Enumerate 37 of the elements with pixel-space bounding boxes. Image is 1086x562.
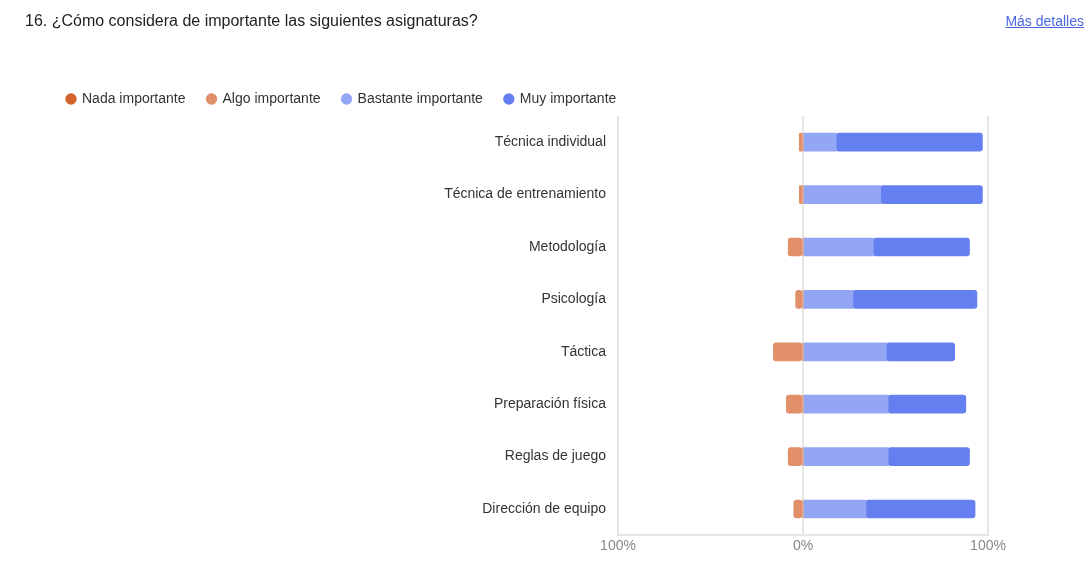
bar [786, 394, 803, 414]
y-tick-label: Psicología [541, 290, 607, 307]
x-tick-label: 100% [600, 537, 636, 554]
text: Más detalles [1005, 13, 1084, 29]
bar [887, 447, 970, 466]
y-tick-label: Técnica individual [494, 133, 606, 150]
y-tick-label: Táctica [560, 342, 607, 359]
bar [835, 132, 983, 152]
bar [787, 447, 803, 466]
text: 16. ¿Cómo considera de importante las siguientes asignaturas? [25, 12, 478, 30]
legend-label: Bastante importante [357, 89, 484, 106]
legend-label: Nada importante [82, 89, 186, 106]
y-tick-label: Técnica de entrenamiento [444, 185, 607, 202]
bar [803, 447, 889, 466]
legend-label: Muy importante [519, 89, 617, 106]
x-tick-label: 100% [970, 537, 1006, 554]
bar [887, 394, 967, 414]
bar [787, 237, 803, 257]
y-tick-label: Preparación física [493, 395, 607, 412]
legend-label: Algo importante [222, 89, 321, 106]
bar [865, 499, 976, 519]
bar [803, 237, 874, 257]
bar [773, 342, 803, 362]
bar [852, 290, 978, 309]
bar [803, 499, 867, 519]
x-tick-label: 0% [792, 537, 814, 554]
y-tick-label: Metodología [528, 237, 607, 254]
bar [803, 185, 882, 204]
bar [803, 290, 854, 309]
y-tick-label: Dirección de equipo [482, 499, 607, 516]
bar [885, 342, 956, 362]
bar [872, 237, 970, 257]
y-tick-label: Reglas de juego [504, 447, 607, 464]
bar [803, 394, 889, 414]
bar [803, 132, 837, 152]
bar [880, 185, 983, 204]
bar [803, 342, 887, 362]
